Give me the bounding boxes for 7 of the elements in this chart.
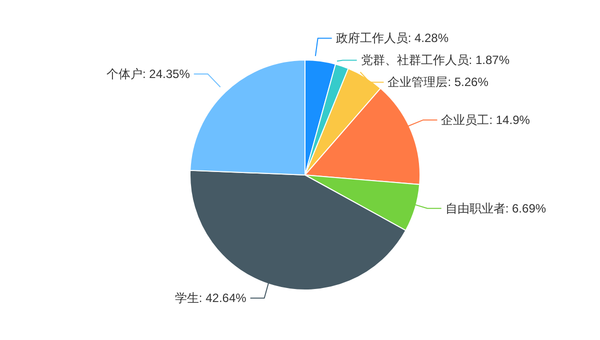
slice-label: 学生: 42.64% <box>174 291 247 306</box>
slice-label: 自由职业者: 6.69% <box>445 201 546 216</box>
slice-label: 个体户: 24.35% <box>106 67 190 82</box>
slice-label: 企业员工: 14.9% <box>441 112 530 127</box>
slice-label: 企业管理层: 5.26% <box>388 75 489 90</box>
slice-label: 政府工作人员: 4.28% <box>336 31 449 46</box>
slice-label: 党群、社群工作人员: 1.87% <box>360 53 510 68</box>
